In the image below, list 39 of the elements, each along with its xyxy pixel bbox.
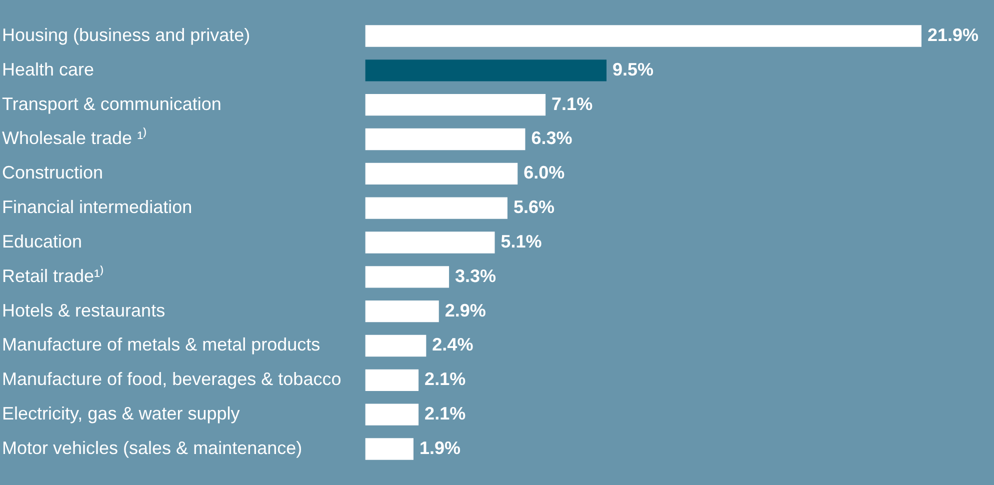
- y-tick-label: Health care: [2, 59, 94, 80]
- data-label: 6.0%: [524, 162, 565, 183]
- data-label: 1.9%: [419, 438, 461, 458]
- y-tick-label: Education: [2, 231, 82, 252]
- y-tick-label: Manufacture of metals & metal products: [2, 334, 320, 355]
- data-label: 7.1%: [552, 94, 593, 114]
- y-tick-label: Housing (business and private): [2, 24, 250, 45]
- y-tick-label: Transport & communication: [2, 94, 222, 114]
- bar: [365, 266, 450, 288]
- data-label: 3.3%: [455, 266, 496, 286]
- bar: [365, 438, 414, 460]
- data-label: 2.1%: [424, 404, 466, 424]
- bar: [365, 404, 419, 426]
- y-tick-label: Hotels & restaurants: [2, 300, 166, 320]
- data-label: 2.1%: [424, 369, 466, 390]
- data-label: 5.1%: [500, 231, 542, 252]
- bar: [365, 128, 526, 150]
- bar: [365, 162, 518, 185]
- data-label: 6.3%: [531, 128, 572, 148]
- y-tick-label: Electricity, gas & water supply: [2, 404, 240, 424]
- bar: [365, 232, 495, 254]
- data-label: 21.9%: [927, 24, 979, 45]
- data-label: 2.9%: [444, 300, 486, 320]
- data-label: 2.4%: [432, 334, 474, 355]
- data-label: 5.6%: [513, 197, 554, 218]
- bar: [365, 94, 546, 116]
- bar: [365, 300, 439, 322]
- bar: [365, 334, 426, 357]
- data-label: 9.5%: [612, 59, 654, 80]
- y-tick-label: Manufacture of food, beverages & tobacco: [2, 369, 342, 390]
- y-tick-label: Wholesale trade ¹⁾: [2, 127, 148, 148]
- y-tick-label: Retail trade¹⁾: [2, 264, 104, 286]
- bar: [365, 197, 508, 219]
- bar: [365, 60, 607, 82]
- y-tick-label: Motor vehicles (sales & maintenance): [2, 438, 302, 458]
- y-tick-label: Construction: [2, 162, 104, 183]
- bar: [365, 369, 419, 392]
- bar: [365, 25, 922, 47]
- y-tick-label: Financial intermediation: [2, 197, 192, 218]
